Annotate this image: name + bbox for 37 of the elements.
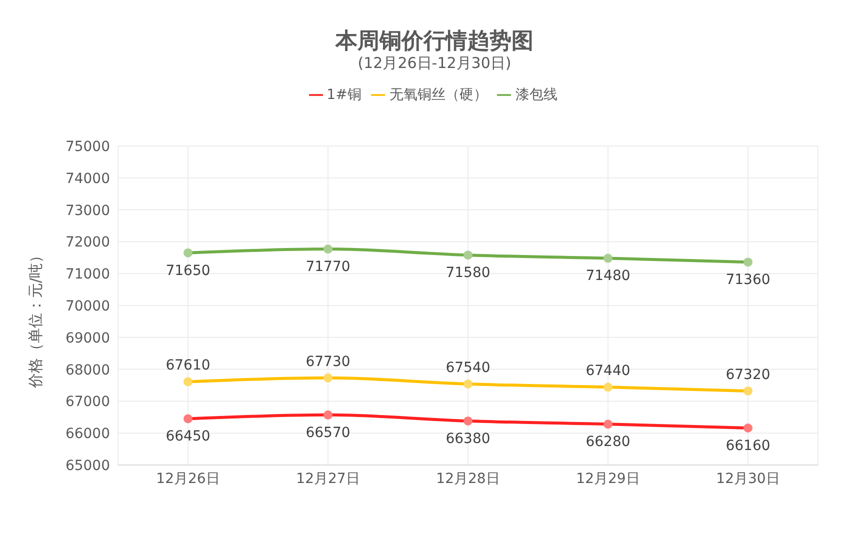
- y-axis-title: 价格（单位：元/吨）: [26, 248, 46, 388]
- chart-subtitle: (12月26日-12月30日): [356, 54, 512, 73]
- data-label: 66380: [446, 430, 490, 447]
- data-label: 67440: [586, 363, 630, 380]
- y-tick-label: 66000: [65, 426, 110, 442]
- y-tick-label: 65000: [65, 458, 110, 474]
- x-tick-label: 12月28日: [436, 470, 500, 487]
- y-tick-label: 75000: [65, 138, 110, 155]
- data-label: 67730: [306, 354, 350, 370]
- y-tick-label: 71000: [65, 266, 110, 283]
- y-tick-label: 73000: [65, 202, 110, 219]
- chart-title: 本周铜价行情趋势图: [334, 28, 534, 56]
- legend-label: 1#铜: [326, 87, 362, 103]
- data-label: 71360: [726, 272, 770, 288]
- y-tick-label: 74000: [65, 170, 110, 187]
- x-tick-label: 12月30日: [716, 470, 780, 487]
- data-label: 71770: [306, 258, 350, 275]
- y-tick-label: 72000: [65, 234, 110, 251]
- x-tick-label: 12月29日: [576, 470, 640, 487]
- legend-label: 无氧铜丝（硬）: [389, 87, 488, 103]
- data-label: 66570: [306, 424, 350, 441]
- x-tick-label: 12月27日: [296, 470, 360, 487]
- x-tick-label: 12月26日: [156, 470, 220, 487]
- data-label: 67540: [446, 360, 490, 376]
- data-label: 71580: [446, 265, 490, 282]
- y-tick-label: 69000: [65, 330, 110, 346]
- data-label: 67610: [166, 358, 210, 374]
- data-label: 66280: [586, 434, 630, 450]
- data-label: 67320: [726, 366, 770, 383]
- data-label: 71650: [166, 262, 210, 279]
- data-label: 66450: [166, 428, 210, 445]
- data-label: 66160: [726, 438, 770, 454]
- y-tick-label: 68000: [65, 362, 110, 378]
- y-tick-label: 67000: [65, 394, 110, 410]
- y-tick-label: 70000: [65, 298, 110, 314]
- legend-label: 漆包线: [515, 87, 558, 103]
- data-label: 71480: [586, 268, 630, 284]
